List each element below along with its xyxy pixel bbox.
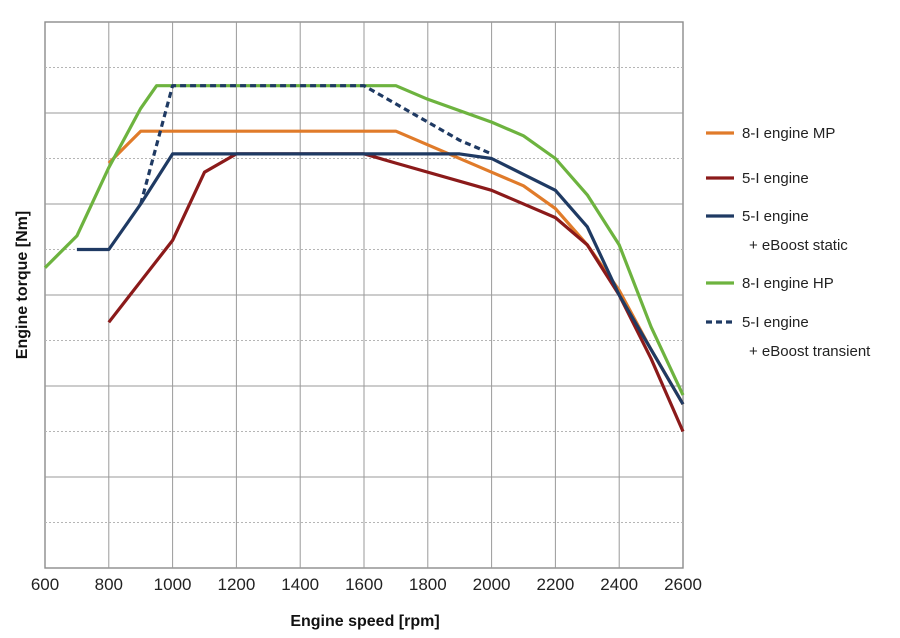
x-tick-label: 1200: [217, 575, 255, 594]
legend-label-2: + eBoost static: [749, 237, 848, 254]
x-tick-labels: 600 800 1000 1200 1400 1600 1800 2000 2200 2400 26…: [31, 575, 702, 594]
legend-label-3: 8-I engine HP: [742, 275, 834, 292]
series-line-2: [76, 152, 685, 406]
legend-label-1: 5-I engine: [742, 170, 809, 187]
x-tick-label: 1400: [281, 575, 319, 594]
series-line-4: [139, 84, 493, 205]
x-tick-label: 1000: [154, 575, 192, 594]
legend: 8-I engine MP 5-I engine 5-I engine + eBoos…: [706, 125, 871, 360]
x-tick-label: 2000: [473, 575, 511, 594]
series-line-0: [107, 129, 685, 406]
series-line-3: [43, 84, 685, 396]
series-lines: [43, 84, 685, 433]
x-tick-label: 2200: [536, 575, 574, 594]
x-tick-label: 2400: [600, 575, 638, 594]
grid: [44, 21, 684, 569]
legend-label-4: 5-I engine: [742, 314, 809, 331]
x-tick-label: 1800: [409, 575, 447, 594]
legend-label-0: 8-I engine MP: [742, 125, 835, 142]
x-tick-label: 600: [31, 575, 59, 594]
x-tick-label: 2600: [664, 575, 702, 594]
y-axis-label: Engine torque [Nm]: [14, 211, 31, 359]
x-tick-label: 1600: [345, 575, 383, 594]
legend-label-2: 5-I engine: [742, 208, 809, 225]
series-line-1: [107, 152, 685, 433]
x-axis-label: Engine speed [rpm]: [290, 613, 439, 630]
legend-label-4: + eBoost transient: [749, 343, 871, 360]
x-tick-label: 800: [95, 575, 123, 594]
